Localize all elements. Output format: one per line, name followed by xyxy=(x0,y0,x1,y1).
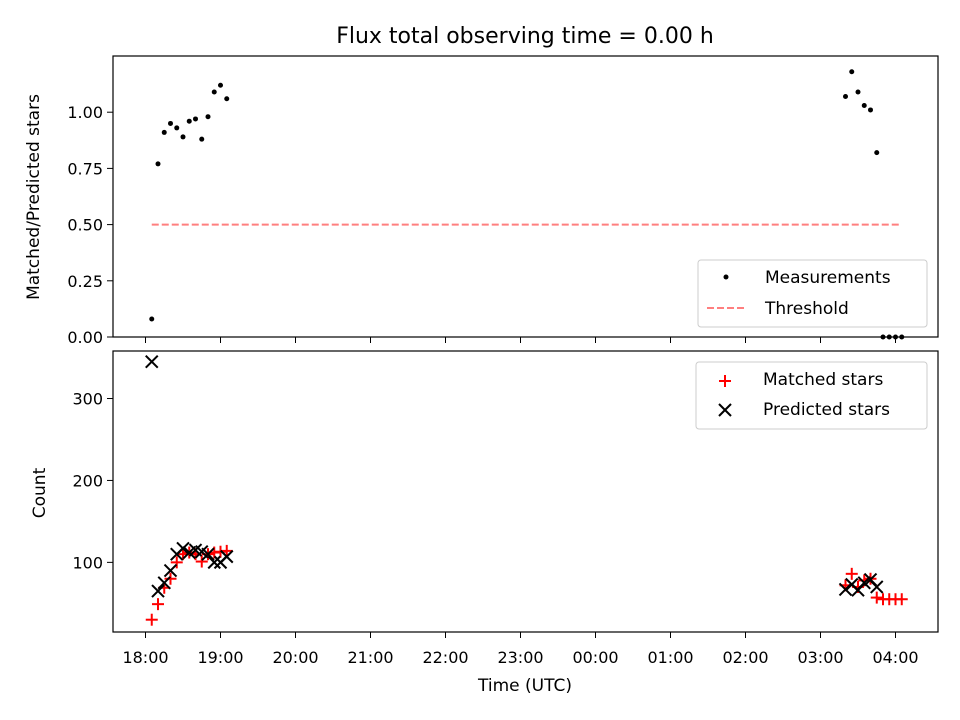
x-tick-label: 18:00 xyxy=(122,648,168,667)
top-panel-ticks: 0.00 0.25 0.50 0.75 1.00 xyxy=(67,103,896,347)
measurement-point xyxy=(874,150,880,156)
matched-stars-point xyxy=(858,574,871,587)
predicted-stars-point xyxy=(857,576,871,590)
matched-stars-point xyxy=(152,598,164,611)
matched-stars-point xyxy=(845,567,858,580)
measurement-point xyxy=(199,136,205,142)
y-tick-label: 1.00 xyxy=(67,103,103,122)
predicted-stars-point xyxy=(201,547,215,561)
y-tick-label: 100 xyxy=(72,553,103,572)
measurement-point xyxy=(186,118,192,124)
bottom-panel: 100 200 300 18:00 19:00 20:00 21:00 22:00 23:00 0… xyxy=(30,350,939,696)
matched-stars-point xyxy=(220,544,233,557)
legend-predicted-marker xyxy=(718,403,732,417)
predicted-stars-point xyxy=(151,584,165,598)
y-tick-label: 0.75 xyxy=(67,159,103,178)
x-tick-label: 19:00 xyxy=(197,648,243,667)
matched-stars-point xyxy=(164,572,177,585)
measurement-point xyxy=(855,89,861,95)
matched-stars-point xyxy=(895,593,908,606)
measurement-point xyxy=(205,114,211,120)
y-tick-label: 0.00 xyxy=(67,328,103,347)
measurement-point xyxy=(868,107,873,113)
y-tick-label: 200 xyxy=(72,471,103,490)
legend-measurements-marker xyxy=(723,274,729,280)
bottom-legend: Matched stars Predicted stars xyxy=(695,361,928,430)
predicted-stars-point xyxy=(163,563,178,578)
measurement-point xyxy=(193,116,198,122)
measurement-point xyxy=(168,120,173,126)
x-tick-label: 23:00 xyxy=(497,648,543,667)
measurement-point xyxy=(155,161,161,167)
predicted-stars-point xyxy=(870,580,884,594)
y-tick-label: 0.25 xyxy=(67,272,103,291)
legend-matched-marker xyxy=(719,375,731,387)
x-tick-label: 20:00 xyxy=(272,648,318,667)
measurement-point xyxy=(161,129,167,135)
y-tick-label: 0.50 xyxy=(67,216,103,235)
top-y-axis-label: Matched/Predicted stars xyxy=(24,94,44,300)
x-axis-label: Time (UTC) xyxy=(477,676,572,696)
predicted-stars-point xyxy=(220,549,234,564)
x-tick-label: 04:00 xyxy=(872,648,918,667)
top-legend: Measurements Threshold xyxy=(697,259,928,328)
predicted-stars-point xyxy=(207,555,221,570)
matched-stars-point xyxy=(170,556,183,569)
y-tick-label: 300 xyxy=(72,390,103,409)
top-panel: 0.00 0.25 0.50 0.75 1.00 Matched/Predicted s… xyxy=(24,55,939,347)
chart-title: Flux total observing time = 0.00 h xyxy=(336,24,714,49)
measurement-point xyxy=(149,316,155,322)
measurement-point xyxy=(180,134,186,140)
bottom-panel-marks xyxy=(145,354,908,626)
bottom-panel-frame xyxy=(112,350,939,633)
matched-stars-point xyxy=(195,555,208,568)
bottom-legend-box xyxy=(695,361,928,430)
x-tick-label: 02:00 xyxy=(722,648,768,667)
legend-threshold-label: Threshold xyxy=(764,299,849,319)
measurement-point xyxy=(849,69,855,75)
x-tick-label: 21:00 xyxy=(347,648,393,667)
measurement-point xyxy=(174,125,180,131)
top-panel-frame xyxy=(112,55,939,338)
predicted-stars-point xyxy=(176,541,190,556)
x-tick-label: 22:00 xyxy=(422,648,468,667)
top-legend-box xyxy=(697,259,928,328)
matched-stars-point xyxy=(145,613,158,626)
measurement-point xyxy=(861,102,867,108)
predicted-stars-point xyxy=(145,354,159,369)
measurement-point xyxy=(843,93,848,99)
measurement-point xyxy=(218,82,223,88)
top-panel-marks xyxy=(149,69,905,340)
measurement-point xyxy=(211,89,217,95)
x-tick-label: 03:00 xyxy=(797,648,843,667)
matched-stars-point xyxy=(870,591,883,604)
measurement-point xyxy=(224,96,230,102)
x-tick-label: 01:00 xyxy=(647,648,693,667)
legend-predicted-label: Predicted stars xyxy=(763,400,890,420)
bottom-panel-ticks: 100 200 300 18:00 19:00 20:00 21:00 22:00 23:00 0… xyxy=(72,390,918,667)
x-tick-label: 00:00 xyxy=(572,648,618,667)
predicted-stars-point xyxy=(157,576,171,590)
bottom-y-axis-label: Count xyxy=(30,467,50,518)
legend-measurements-label: Measurements xyxy=(765,268,891,288)
legend-matched-label: Matched stars xyxy=(763,370,883,390)
